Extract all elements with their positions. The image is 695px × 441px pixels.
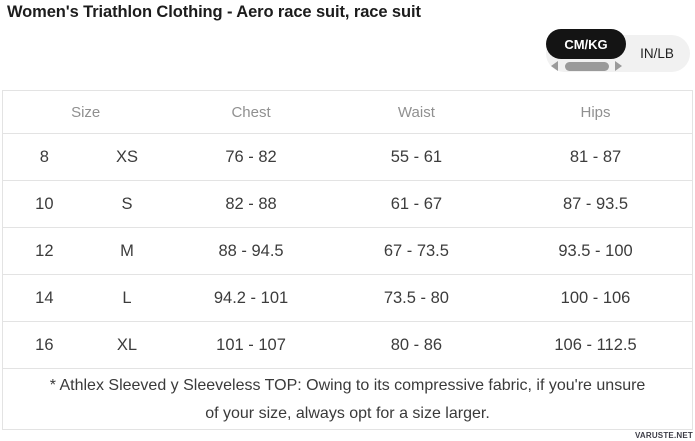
waist-cell: 61 - 67 bbox=[390, 194, 443, 213]
hips-cell: 81 - 87 bbox=[569, 147, 622, 166]
slider-right-arrow-icon[interactable] bbox=[615, 61, 622, 71]
hips-cell: 100 - 106 bbox=[560, 288, 631, 307]
table-row: 8 XS 76 - 82 55 - 61 81 - 87 bbox=[3, 134, 692, 181]
waist-cell: 55 - 61 bbox=[390, 147, 443, 166]
size-label-cell: L bbox=[122, 288, 132, 307]
col-header-chest: Chest bbox=[231, 103, 271, 121]
size-label-cell: M bbox=[120, 241, 134, 260]
chest-cell: 76 - 82 bbox=[225, 147, 277, 166]
size-number-cell: 16 bbox=[35, 335, 54, 354]
chest-cell: 82 - 88 bbox=[225, 194, 277, 213]
waist-cell: 80 - 86 bbox=[390, 335, 443, 354]
slider-left-arrow-icon[interactable] bbox=[551, 61, 558, 71]
watermark: VARUSTE.NET bbox=[634, 431, 693, 440]
unit-option-inlb[interactable]: IN/LB bbox=[640, 46, 674, 61]
col-header-waist: Waist bbox=[397, 103, 435, 121]
table-row: 10 S 82 - 88 61 - 67 87 - 93.5 bbox=[3, 181, 692, 228]
unit-slider[interactable] bbox=[551, 61, 622, 71]
hips-cell: 87 - 93.5 bbox=[562, 194, 629, 213]
size-label-cell: XS bbox=[116, 147, 139, 166]
waist-cell: 73.5 - 80 bbox=[383, 288, 449, 307]
col-header-size: Size bbox=[71, 103, 101, 121]
hips-cell: 93.5 - 100 bbox=[558, 241, 633, 260]
size-number-cell: 12 bbox=[35, 241, 54, 260]
unit-option-cmkg[interactable]: CM/KG bbox=[546, 29, 626, 59]
hips-cell: 106 - 112.5 bbox=[554, 335, 637, 354]
table-row: 14 L 94.2 - 101 73.5 - 80 100 - 106 bbox=[3, 275, 692, 322]
waist-cell: 67 - 73.5 bbox=[383, 241, 449, 260]
page-title: Women's Triathlon Clothing - Aero race s… bbox=[7, 3, 421, 21]
slider-handle[interactable] bbox=[564, 61, 609, 71]
col-header-hips: Hips bbox=[580, 103, 611, 121]
table-header-row: Size Chest Waist Hips bbox=[3, 91, 692, 134]
table-row: 16 XL 101 - 107 80 - 86 106 - 112.5 bbox=[3, 322, 692, 369]
unit-toggle: IN/LB CM/KG bbox=[546, 29, 690, 72]
size-number-cell: 8 bbox=[39, 147, 49, 166]
size-label-cell: XL bbox=[116, 335, 138, 354]
chest-cell: 94.2 - 101 bbox=[213, 288, 289, 307]
footnote: * Athlex Sleeved y Sleeveless TOP: Owing… bbox=[49, 377, 646, 422]
chest-cell: 101 - 107 bbox=[216, 335, 286, 354]
table-row: 12 M 88 - 94.5 67 - 73.5 93.5 - 100 bbox=[3, 228, 692, 275]
size-number-cell: 10 bbox=[35, 194, 54, 213]
size-number-cell: 14 bbox=[35, 288, 54, 307]
size-table: Size Chest Waist Hips 8 XS 76 - 82 55 - … bbox=[2, 90, 693, 430]
chest-cell: 88 - 94.5 bbox=[218, 241, 284, 260]
size-label-cell: S bbox=[121, 194, 133, 213]
